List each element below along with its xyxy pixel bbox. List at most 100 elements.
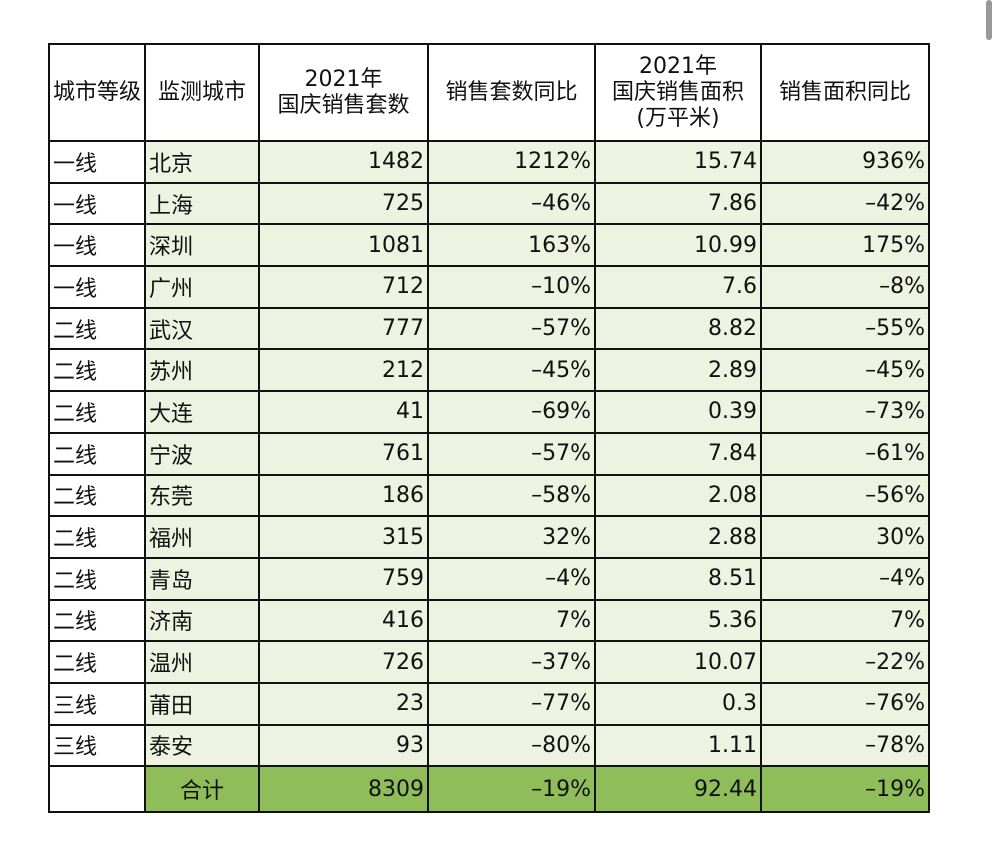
cell: 上海: [144, 181, 260, 226]
cell: 7.84: [594, 431, 762, 476]
header-cell: 监测城市: [144, 43, 260, 142]
data-row: 二线 大连 41 –69% 0.39 –73%: [48, 390, 930, 434]
cell: 东莞: [144, 473, 260, 518]
cell: 10.07: [594, 640, 762, 684]
header-text: 销售面积同比: [778, 79, 911, 105]
cell: 726: [258, 640, 429, 684]
cell: 二线: [48, 306, 146, 351]
cell: 深圳: [144, 223, 260, 268]
cell: 8.82: [594, 306, 762, 351]
cell: 186: [258, 473, 429, 518]
total-cell: –19%: [760, 765, 930, 814]
cell: 广州: [144, 265, 260, 309]
data-row: 一线 广州 712 –10% 7.6 –8%: [48, 265, 930, 309]
scrollbar: [986, 0, 992, 40]
cell: 7%: [760, 598, 930, 643]
header-cell: 2021年 国庆销售套数: [258, 43, 429, 142]
cell: 725: [258, 181, 429, 226]
cell: 二线: [48, 515, 146, 559]
cell: 761: [258, 431, 429, 476]
cell: 二线: [48, 473, 146, 518]
cell: –56%: [760, 473, 930, 518]
cell: –69%: [427, 390, 596, 434]
cell: 一线: [48, 223, 146, 268]
cell: 二线: [48, 348, 146, 393]
total-cell: –19%: [427, 765, 596, 814]
data-row: 二线 宁波 761 –57% 7.84 –61%: [48, 431, 930, 476]
total-cell: 合计: [144, 765, 260, 814]
cell: 7.6: [594, 265, 762, 309]
header-text: 城市等级: [53, 79, 142, 105]
cell: –78%: [760, 723, 930, 768]
cell: –73%: [760, 390, 930, 434]
cell: 936%: [760, 140, 930, 184]
data-row: 三线 莆田 23 –77% 0.3 –76%: [48, 681, 930, 726]
cell: 1212%: [427, 140, 596, 184]
total-cell: 8309: [258, 765, 429, 814]
data-row: 二线 济南 416 7% 5.36 7%: [48, 598, 930, 643]
cell: –37%: [427, 640, 596, 684]
cell: 二线: [48, 431, 146, 476]
cell: 1.11: [594, 723, 762, 768]
data-row: 二线 青岛 759 –4% 8.51 –4%: [48, 556, 930, 601]
cell: 武汉: [144, 306, 260, 351]
cell: 二线: [48, 556, 146, 601]
cell: 7%: [427, 598, 596, 643]
header-text: 监测城市: [157, 79, 246, 105]
cell: 二线: [48, 598, 146, 643]
cell: –22%: [760, 640, 930, 684]
sales-table: 城市等级 监测城市 2021年 国庆销售套数 销售套数同比 2021年 国庆销售面积 (万平米…: [48, 43, 930, 814]
cell: 777: [258, 306, 429, 351]
header-cell: 销售套数同比: [427, 43, 596, 142]
cell: –76%: [760, 681, 930, 726]
cell: 7.86: [594, 181, 762, 226]
cell: 175%: [760, 223, 930, 268]
cell: 15.74: [594, 140, 762, 184]
data-row: 二线 东莞 186 –58% 2.08 –56%: [48, 473, 930, 518]
data-row: 一线 深圳 1081 163% 10.99 175%: [48, 223, 930, 268]
cell: 41: [258, 390, 429, 434]
cell: 759: [258, 556, 429, 601]
cell: 8.51: [594, 556, 762, 601]
header-cell: 城市等级: [48, 43, 146, 142]
cell: 163%: [427, 223, 596, 268]
cell: 1482: [258, 140, 429, 184]
header-cell: 销售面积同比: [760, 43, 930, 142]
cell: 一线: [48, 140, 146, 184]
cell: –42%: [760, 181, 930, 226]
cell: –10%: [427, 265, 596, 309]
cell: 5.36: [594, 598, 762, 643]
cell: –61%: [760, 431, 930, 476]
cell: 30%: [760, 515, 930, 559]
cell: 2.08: [594, 473, 762, 518]
data-row: 二线 苏州 212 –45% 2.89 –45%: [48, 348, 930, 393]
data-row: 二线 武汉 777 –57% 8.82 –55%: [48, 306, 930, 351]
cell: 416: [258, 598, 429, 643]
cell: 一线: [48, 265, 146, 309]
cell: –57%: [427, 431, 596, 476]
cell: 济南: [144, 598, 260, 643]
data-row: 一线 北京 1482 1212% 15.74 936%: [48, 140, 930, 184]
header-text: 国庆销售面积: [611, 79, 744, 105]
cell: –4%: [760, 556, 930, 601]
cell: 315: [258, 515, 429, 559]
cell: –58%: [427, 473, 596, 518]
data-row: 三线 泰安 93 –80% 1.11 –78%: [48, 723, 930, 768]
header-text: 2021年: [304, 66, 383, 92]
cell: 23: [258, 681, 429, 726]
cell: 宁波: [144, 431, 260, 476]
cell: 二线: [48, 390, 146, 434]
cell: 2.89: [594, 348, 762, 393]
table-body: 一线 北京 1482 1212% 15.74 936% 一线 上海 725 –46% 7.86 –42…: [48, 140, 930, 814]
cell: 三线: [48, 681, 146, 726]
cell: –77%: [427, 681, 596, 726]
cell: 苏州: [144, 348, 260, 393]
cell: 温州: [144, 640, 260, 684]
cell: 32%: [427, 515, 596, 559]
cell: 1081: [258, 223, 429, 268]
header-row: 城市等级 监测城市 2021年 国庆销售套数 销售套数同比 2021年 国庆销售面积 (万平米…: [48, 43, 930, 142]
total-row: 合计 8309 –19% 92.44 –19%: [48, 765, 930, 814]
cell: –45%: [760, 348, 930, 393]
data-row: 一线 上海 725 –46% 7.86 –42%: [48, 181, 930, 226]
